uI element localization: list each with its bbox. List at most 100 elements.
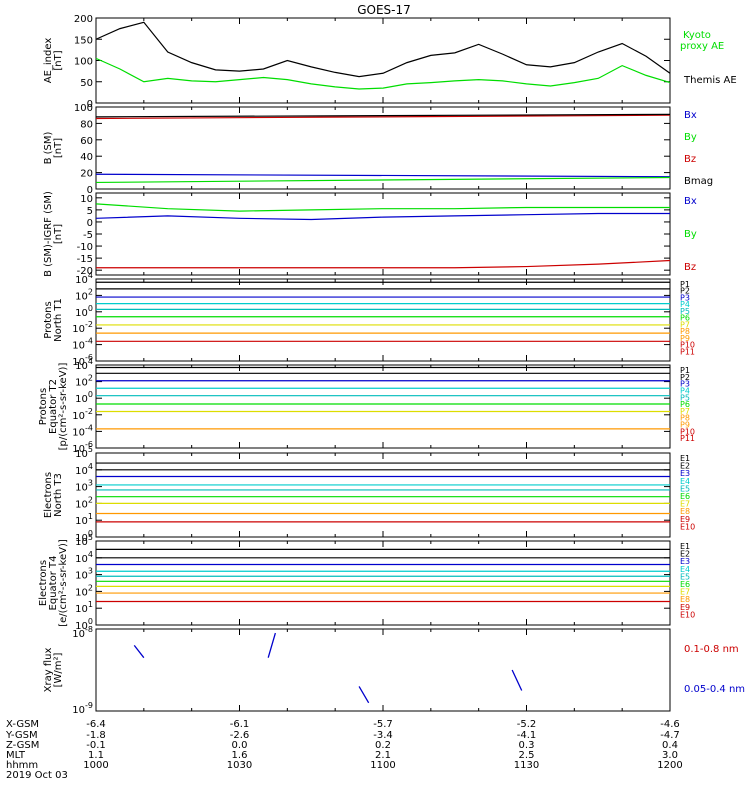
footer-value: 1000 bbox=[83, 760, 108, 771]
legend-label: P1 bbox=[680, 366, 690, 375]
series-line-themis-ae bbox=[95, 21, 671, 78]
legend-label: P6 bbox=[680, 400, 690, 409]
y-tick-label: 50 bbox=[80, 78, 93, 89]
panel-frame bbox=[95, 540, 671, 626]
legend-label: E6 bbox=[680, 580, 690, 589]
footer-value: -0.1 bbox=[86, 740, 106, 751]
legend-label: 0.1-0.8 nm bbox=[684, 644, 739, 655]
legend-label: P7 bbox=[680, 407, 690, 416]
y-tick-label: 101 bbox=[75, 600, 93, 615]
y-axis-title: Electrons bbox=[38, 560, 49, 606]
footer-value: -3.4 bbox=[373, 730, 393, 741]
legend-label: P9 bbox=[680, 421, 690, 430]
y-tick-label: 104 bbox=[75, 550, 93, 565]
legend-label: P3 bbox=[680, 293, 690, 302]
legend-label: E10 bbox=[680, 610, 695, 619]
legend-label: P1 bbox=[680, 280, 690, 289]
footer-value: 0.0 bbox=[232, 740, 248, 751]
legend-label: E8 bbox=[680, 507, 690, 516]
y-axis-title: Protons bbox=[38, 388, 49, 425]
legend-label: P8 bbox=[680, 414, 690, 423]
legend-label: E5 bbox=[680, 572, 690, 581]
legend-label: E4 bbox=[680, 477, 690, 486]
series-line-bz bbox=[95, 114, 671, 120]
y-axis-title: Xray flux bbox=[43, 648, 54, 693]
footer-date: 2019 Oct 03 bbox=[6, 770, 68, 781]
y-tick-label: -15 bbox=[77, 254, 93, 265]
y-tick-label: 150 bbox=[74, 35, 93, 46]
legend-label: E2 bbox=[680, 550, 690, 559]
y-tick-label: 102 bbox=[75, 374, 93, 389]
legend-label: E1 bbox=[680, 542, 690, 551]
y-tick-label: 103 bbox=[75, 567, 93, 582]
footer-value: -6.4 bbox=[86, 719, 106, 730]
footer-value: 1100 bbox=[370, 760, 395, 771]
y-tick-label: -5 bbox=[83, 230, 93, 241]
footer-value: 0.3 bbox=[519, 740, 535, 751]
legend-label: Bx bbox=[684, 110, 697, 121]
legend-label: P2 bbox=[680, 287, 690, 296]
footer-value: 2.5 bbox=[519, 750, 535, 761]
y-tick-label: 10-2 bbox=[72, 407, 93, 422]
panel-2: 0 20 40 60 80 100 B (SM) [nT] Bx By Bz Bmag bbox=[43, 103, 713, 196]
y-axis-title: [nT] bbox=[53, 224, 64, 244]
y-axis-title: [W/m²] bbox=[53, 652, 64, 687]
legend-label: E2 bbox=[680, 462, 690, 471]
footer-value: 3.0 bbox=[662, 750, 678, 761]
y-tick-label: 104 bbox=[75, 462, 93, 477]
legend-label: Bz bbox=[684, 262, 696, 273]
panel-frame bbox=[95, 192, 671, 276]
legend-label: P8 bbox=[680, 327, 690, 336]
legend-label: Bx bbox=[684, 196, 697, 207]
y-tick-label: 101 bbox=[75, 512, 93, 527]
footer-value: 1.6 bbox=[232, 750, 248, 761]
legend-label: P4 bbox=[680, 386, 690, 395]
y-tick-label: 60 bbox=[80, 136, 93, 147]
panel-frame bbox=[95, 452, 671, 538]
xray-segment bbox=[133, 645, 145, 659]
legend-label: P11 bbox=[680, 347, 695, 356]
legend-label: P10 bbox=[680, 427, 695, 436]
y-tick-label: 5 bbox=[87, 206, 93, 217]
footer-value: -5.7 bbox=[373, 719, 393, 730]
footer-value: -2.6 bbox=[230, 730, 250, 741]
legend-label: By bbox=[684, 229, 697, 240]
y-tick-label: 200 bbox=[74, 14, 93, 25]
legend-label: E7 bbox=[680, 588, 690, 597]
y-tick-label: 0 bbox=[87, 185, 93, 196]
footer-value: -4.6 bbox=[660, 719, 680, 730]
footer-value: 1130 bbox=[514, 760, 539, 771]
plot-title: GOES-17 bbox=[357, 3, 411, 17]
panel-frame bbox=[95, 278, 671, 362]
footer-value: -6.1 bbox=[230, 719, 250, 730]
y-axis-title: [nT] bbox=[53, 138, 64, 158]
legend-label: P11 bbox=[680, 434, 695, 443]
footer-value: 1200 bbox=[657, 760, 682, 771]
legend-label: P10 bbox=[680, 341, 695, 350]
legend-label: By bbox=[684, 132, 697, 143]
legend-label: P5 bbox=[680, 307, 690, 316]
legend-label: 0.05-0.4 nm bbox=[684, 684, 745, 695]
legend-label: proxy AE bbox=[680, 41, 724, 52]
legend-label: P4 bbox=[680, 300, 690, 309]
legend-label: E6 bbox=[680, 492, 690, 501]
y-tick-label: 0 bbox=[87, 218, 93, 229]
xray-segment bbox=[358, 686, 370, 704]
legend-label: E5 bbox=[680, 484, 690, 493]
y-axis-title: Equator T4 bbox=[48, 556, 59, 611]
y-tick-label: -10 bbox=[77, 242, 93, 253]
legend-label: E8 bbox=[680, 595, 690, 604]
legend-label: E3 bbox=[680, 469, 690, 478]
y-tick-label: 100 bbox=[75, 304, 93, 319]
series-line-kyoto-proxy-ae bbox=[95, 57, 671, 90]
panel-frame bbox=[95, 364, 671, 449]
footer-value: -4.7 bbox=[660, 730, 680, 741]
series-line-by bbox=[95, 203, 670, 212]
legend-label: Bmag bbox=[684, 176, 713, 187]
legend-label: P3 bbox=[680, 380, 690, 389]
